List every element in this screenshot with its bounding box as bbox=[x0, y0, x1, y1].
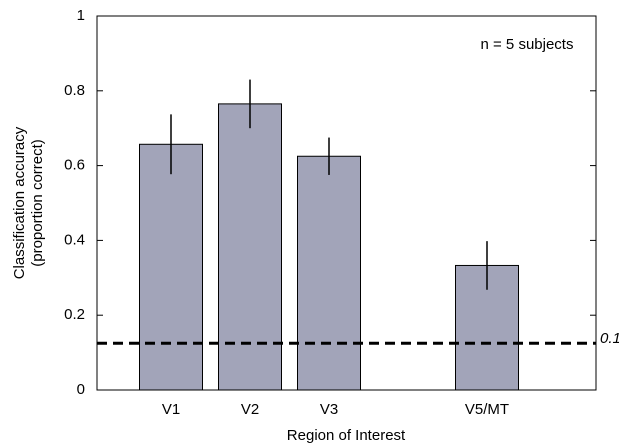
plot-frame bbox=[96, 15, 597, 391]
bar bbox=[139, 143, 203, 391]
y-axis-label: (proportion correct) bbox=[29, 139, 46, 267]
y-axis-label: Classification accuracy bbox=[11, 126, 28, 279]
x-axis-label: Region of Interest bbox=[287, 427, 406, 444]
x-tick-label: V2 bbox=[241, 401, 259, 418]
bar bbox=[218, 103, 282, 391]
y-tick-label: 0.2 bbox=[64, 306, 85, 323]
y-tick-label: 0 bbox=[77, 381, 85, 398]
annotation: n = 5 subjects bbox=[481, 36, 574, 53]
y-tick-label: 0.6 bbox=[64, 157, 85, 174]
y-tick-label: 0.4 bbox=[64, 231, 85, 248]
bar bbox=[297, 155, 361, 391]
reference-label: 0.125 bbox=[600, 330, 619, 347]
x-tick-label: V1 bbox=[162, 401, 180, 418]
x-tick-label: V3 bbox=[320, 401, 338, 418]
y-tick-label: 1 bbox=[77, 7, 85, 24]
x-tick-label: V5/MT bbox=[465, 401, 509, 418]
y-tick-label: 0.8 bbox=[64, 82, 85, 99]
